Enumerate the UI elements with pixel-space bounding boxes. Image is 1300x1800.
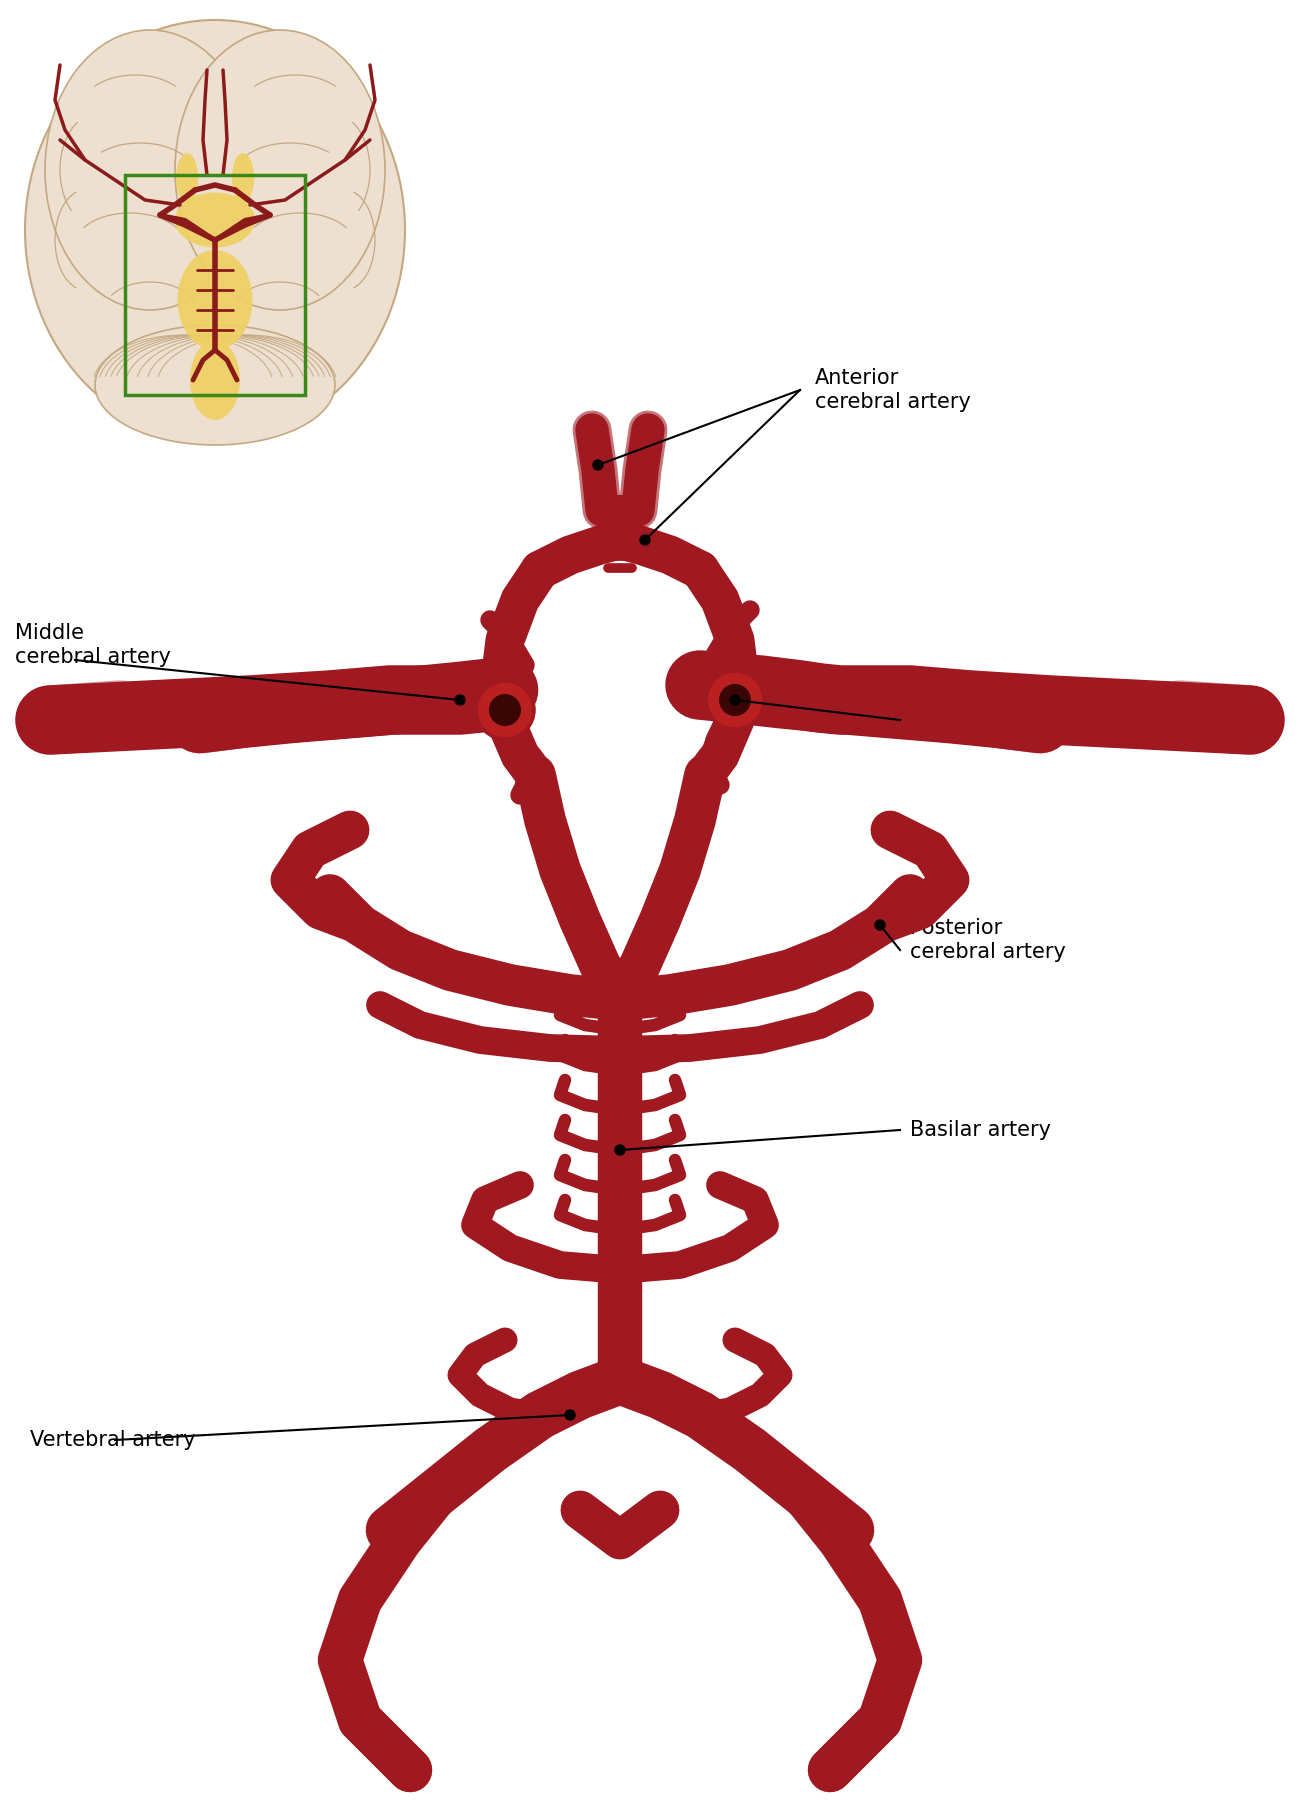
Ellipse shape (476, 680, 534, 740)
Ellipse shape (25, 20, 406, 439)
Circle shape (455, 695, 465, 706)
Ellipse shape (176, 193, 255, 247)
Circle shape (640, 535, 650, 545)
Text: Anterior
cerebral artery: Anterior cerebral artery (815, 369, 971, 412)
Text: Internal
carotid artery: Internal carotid artery (910, 698, 1053, 742)
Ellipse shape (231, 153, 254, 203)
Text: Vertebral artery: Vertebral artery (30, 1429, 195, 1451)
Text: Middle
cerebral artery: Middle cerebral artery (16, 623, 170, 666)
Ellipse shape (176, 153, 198, 203)
Ellipse shape (46, 31, 255, 310)
Ellipse shape (719, 684, 751, 716)
Ellipse shape (489, 695, 521, 725)
Circle shape (731, 695, 740, 706)
Ellipse shape (95, 326, 335, 445)
Ellipse shape (706, 671, 764, 729)
Circle shape (875, 920, 885, 931)
Ellipse shape (190, 340, 240, 419)
Ellipse shape (593, 495, 647, 526)
Ellipse shape (176, 31, 385, 310)
Text: Basilar artery: Basilar artery (910, 1120, 1050, 1139)
Circle shape (593, 461, 603, 470)
Ellipse shape (178, 250, 252, 349)
Bar (125, 175, 306, 394)
Circle shape (566, 1409, 575, 1420)
Circle shape (615, 1145, 625, 1156)
Text: Posterior
cerebral artery: Posterior cerebral artery (910, 918, 1066, 961)
